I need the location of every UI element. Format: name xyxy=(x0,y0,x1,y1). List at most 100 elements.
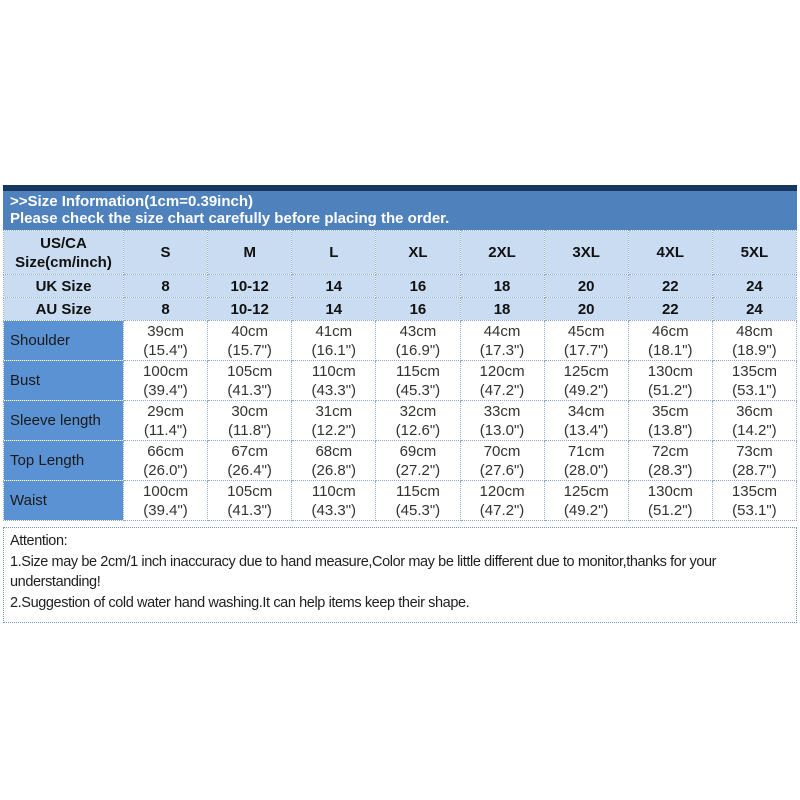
cell-inch-value: (26.0") xyxy=(143,461,188,479)
cell-inch-value: (47.2") xyxy=(479,381,525,399)
cell-cm-value: 115cm xyxy=(395,362,440,380)
table-row: Sleeve length 29cm (11.4") 30cm (11.8") 31cm(… xyxy=(3,400,798,441)
corner-header-line1: US/CA xyxy=(40,234,87,252)
cell-cm-value: 29cm xyxy=(147,402,184,420)
cell-inch-value: (28.7") xyxy=(732,461,777,479)
table-cell: 135cm (53.1") xyxy=(711,480,798,521)
table-cell: 8 xyxy=(122,274,209,298)
table-cell: 18 xyxy=(459,274,545,298)
size-column-header: 5XL xyxy=(711,230,798,275)
cell-cm-value: 41cm xyxy=(315,322,353,340)
cell-inch-value: (43.3") xyxy=(311,501,357,519)
size-chart-image: >>Size Information(1cm=0.39inch) Please … xyxy=(3,185,798,623)
cell-inch-value: (18.1") xyxy=(648,341,693,359)
cell-cm-value: 120cm xyxy=(479,482,525,500)
size-column-header: L xyxy=(291,230,377,275)
cell-cm-value: 44cm xyxy=(483,322,521,340)
cell-inch-value: (45.3") xyxy=(395,381,441,399)
corner-header-cell: US/CA Size(cm/inch) xyxy=(3,230,124,275)
cell-cm-value: 72cm xyxy=(651,442,689,460)
cell-inch-value: (11.4") xyxy=(143,421,188,439)
size-info-subtitle: Please check the size chart carefully be… xyxy=(10,210,450,227)
size-table-header-row: US/CA Size(cm/inch) S M L XL 2XL 3XL 4XL 5XL xyxy=(3,230,798,275)
table-cell: 110cm (43.3") xyxy=(291,480,377,521)
attention-note-1: 1.Size may be 2cm/1 inch inaccuracy due … xyxy=(10,553,717,591)
table-cell: 115cm (45.3") xyxy=(375,360,461,401)
table-cell: 120cm (47.2") xyxy=(459,360,545,401)
cell-inch-value: (11.8") xyxy=(227,421,272,439)
cell-inch-value: (53.1") xyxy=(732,501,777,519)
cell-cm-value: 34cm xyxy=(567,402,605,420)
cell-cm-value: 125cm xyxy=(563,482,609,500)
cell-cm-value: 100cm xyxy=(143,362,189,380)
table-cell: 36cm (14.2") xyxy=(711,400,798,441)
table-cell: 20 xyxy=(543,274,629,298)
cell-cm-value: 30cm xyxy=(231,402,269,420)
cell-cm-value: 135cm xyxy=(731,482,777,500)
table-cell: 100cm (39.4") xyxy=(122,360,209,401)
cell-cm-value: 110cm xyxy=(311,482,356,500)
cell-inch-value: (17.3") xyxy=(479,341,525,359)
table-row: Bust 100cm (39.4") 105cm (41.3") 110cm (43.3")… xyxy=(3,360,798,401)
cell-inch-value: (39.4") xyxy=(143,381,188,399)
cell-cm-value: 71cm xyxy=(567,442,605,460)
table-cell: 105cm (41.3") xyxy=(207,480,293,521)
cell-cm-value: 33cm xyxy=(483,402,521,420)
table-cell: 20 xyxy=(543,297,629,321)
table-cell: 130cm (51.2") xyxy=(627,480,713,521)
table-cell: 100cm (39.4") xyxy=(122,480,209,521)
cell-inch-value: (13.4") xyxy=(563,421,609,439)
cell-inch-value: (17.7") xyxy=(563,341,609,359)
cell-cm-value: 110cm xyxy=(311,362,356,380)
table-cell: 30cm (11.8") xyxy=(207,400,293,441)
table-cell: 70cm (27.6") xyxy=(459,440,545,481)
table-cell: 16 xyxy=(375,274,461,298)
cell-cm-value: 36cm xyxy=(736,402,773,420)
cell-inch-value: (39.4") xyxy=(143,501,188,519)
row-label-cell: UK Size xyxy=(3,274,124,298)
table-cell: 67cm (26.4") xyxy=(207,440,293,481)
cell-inch-value: (13.8") xyxy=(648,421,693,439)
cell-cm-value: 66cm xyxy=(147,442,184,460)
cell-cm-value: 45cm xyxy=(567,322,605,340)
table-cell: 35cm (13.8") xyxy=(627,400,713,441)
cell-cm-value: 115cm xyxy=(395,482,440,500)
cell-inch-value: (26.4") xyxy=(227,461,272,479)
cell-cm-value: 67cm xyxy=(231,442,269,460)
cell-inch-value: (45.3") xyxy=(395,501,441,519)
table-cell: 10-12 xyxy=(207,297,293,321)
table-row: UK Size 8 10-12 14 16 18 20 22 24 xyxy=(3,274,798,298)
table-row: AU Size 8 10-12 14 16 18 20 22 24 xyxy=(3,297,798,321)
cell-inch-value: (49.2") xyxy=(563,501,609,519)
size-column-header: M xyxy=(207,230,293,275)
cell-inch-value: (28.0") xyxy=(563,461,609,479)
table-row: Waist 100cm (39.4") 105cm (41.3") 110cm (43.3"… xyxy=(3,480,798,521)
cell-inch-value: (15.7") xyxy=(227,341,272,359)
cell-inch-value: (16.9") xyxy=(395,341,441,359)
top-border-bar xyxy=(3,185,797,191)
row-label-cell: AU Size xyxy=(3,297,124,321)
cell-cm-value: 105cm xyxy=(227,362,273,380)
table-cell: 40cm (15.7") xyxy=(207,320,293,361)
table-cell: 22 xyxy=(627,297,713,321)
row-label-cell: Top Length xyxy=(3,440,124,481)
table-cell: 32cm (12.6") xyxy=(375,400,461,441)
row-label-cell: Shoulder xyxy=(3,320,124,361)
table-cell: 33cm (13.0") xyxy=(459,400,545,441)
size-column-header: S xyxy=(122,230,209,275)
cell-inch-value: (53.1") xyxy=(732,381,777,399)
table-cell: 68cm (26.8") xyxy=(291,440,377,481)
cell-inch-value: (28.3") xyxy=(648,461,693,479)
table-cell: 110cm (43.3") xyxy=(291,360,377,401)
cell-cm-value: 48cm xyxy=(736,322,773,340)
cell-inch-value: (12.6") xyxy=(395,421,441,439)
table-row: Top Length 66cm (26.0") 67cm (26.4") 68cm (26.… xyxy=(3,440,798,481)
cell-cm-value: 32cm xyxy=(399,402,437,420)
cell-inch-value: (51.2") xyxy=(648,501,693,519)
cell-cm-value: 120cm xyxy=(479,362,525,380)
size-column-header: 3XL xyxy=(543,230,629,275)
table-cell: 73cm (28.7") xyxy=(711,440,798,481)
table-cell: 125cm (49.2") xyxy=(543,480,629,521)
table-cell: 48cm (18.9") xyxy=(711,320,798,361)
table-cell: 130cm (51.2") xyxy=(627,360,713,401)
